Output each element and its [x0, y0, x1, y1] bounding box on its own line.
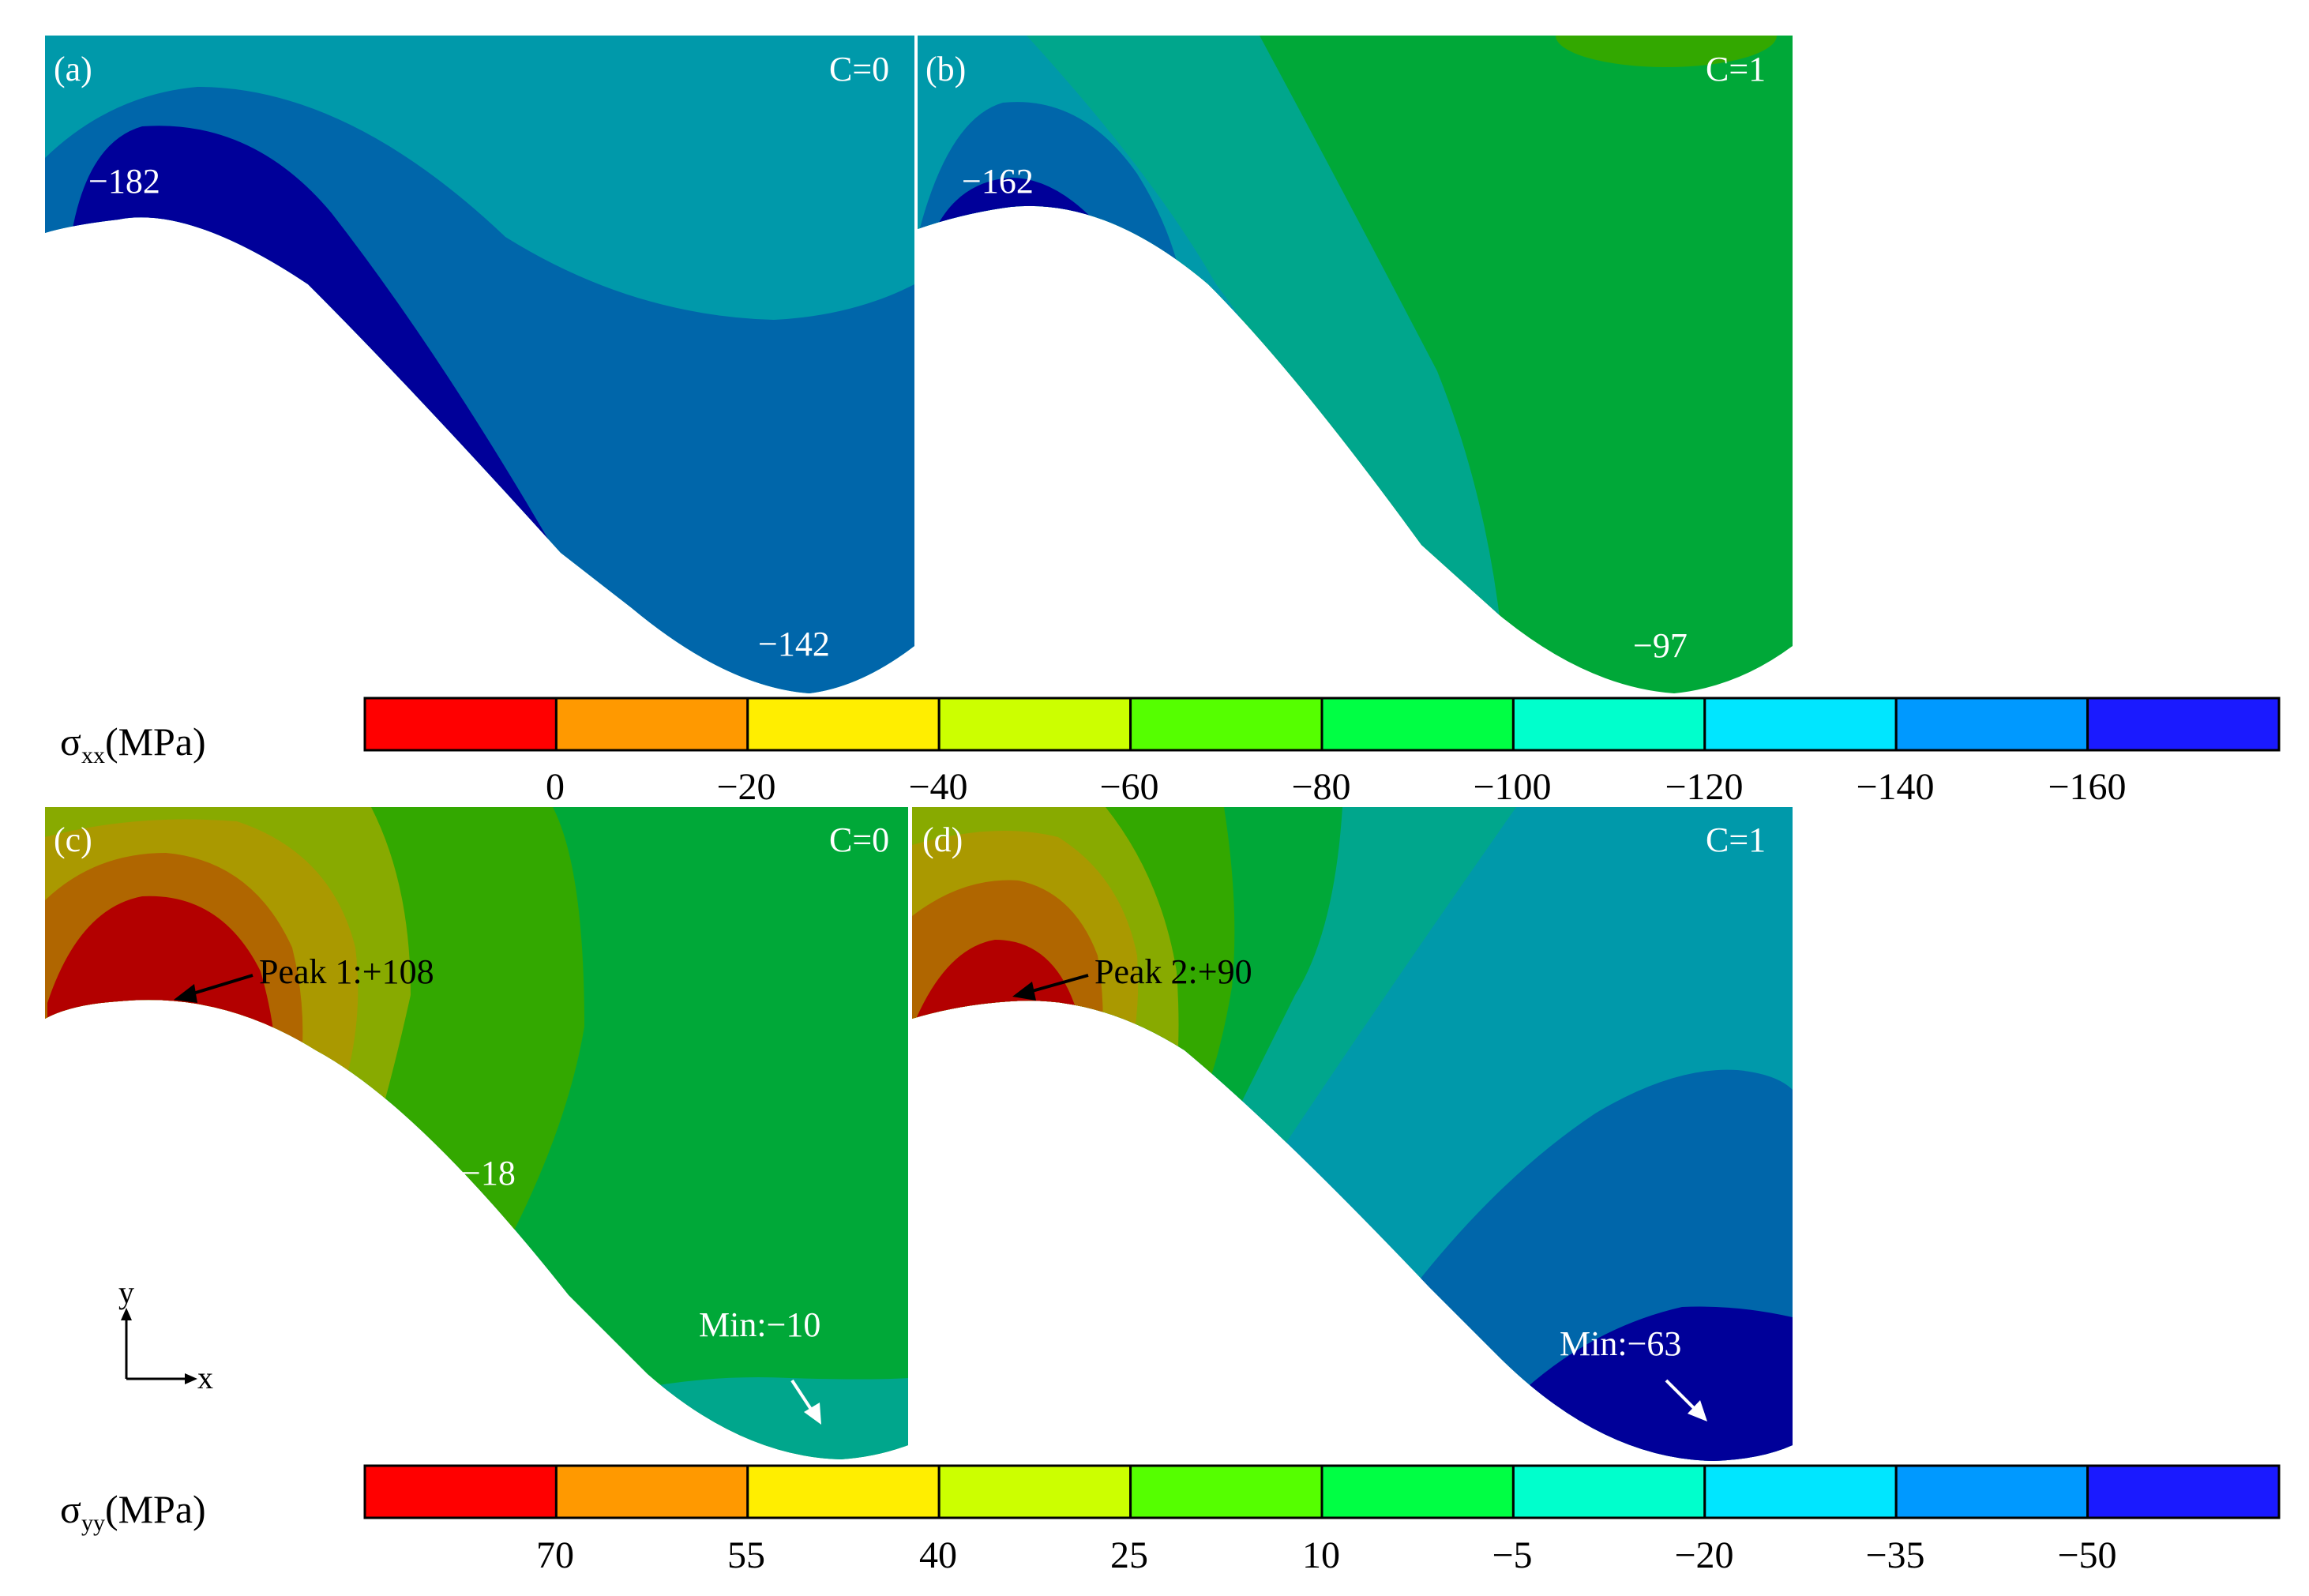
- colorbar-2-tick: −5: [1492, 1534, 1532, 1576]
- colorbar-1-tick: −60: [1099, 766, 1158, 808]
- colorbar-segment: [1894, 697, 2089, 752]
- panel-c-min-arrow: [790, 1379, 821, 1425]
- colorbar-segment: [2086, 697, 2281, 752]
- colorbar-1: [363, 697, 2281, 752]
- panel-d-peak-arrow: [1012, 974, 1089, 1001]
- panel-c-annotation-min: Min:−10: [699, 1305, 820, 1344]
- colorbar-segment: [1511, 697, 1706, 752]
- colorbar-segment: [746, 697, 940, 752]
- colorbar-2-tick: 40: [919, 1534, 957, 1576]
- panel-d-annotation-peak: Peak 2:+90: [1094, 952, 1252, 991]
- colorbar-segment: [554, 697, 749, 752]
- colorbar-segment: [937, 697, 1132, 752]
- panel-b-label: (b): [925, 50, 966, 88]
- colorbar-segment: [1320, 1464, 1515, 1519]
- colorbar-2-tick: −20: [1674, 1534, 1733, 1576]
- colorbar-2-tick: 70: [536, 1534, 574, 1576]
- panel-a-label: (a): [54, 50, 92, 88]
- colorbar-2-tick: 25: [1110, 1534, 1148, 1576]
- colorbar-1-tick: −100: [1473, 766, 1551, 808]
- panel-c-condition: C=0: [829, 821, 889, 859]
- panel-c-peak-arrow: [174, 974, 253, 1003]
- colorbar-segment: [1894, 1464, 2089, 1519]
- colorbar-segment: [363, 1464, 558, 1519]
- panel-c-label: (c): [54, 821, 92, 859]
- colorbar-segment: [363, 697, 558, 752]
- colorbar-2: [363, 1464, 2281, 1519]
- colorbar-2-ticks: 70 55 40 25 10 −5 −20 −35 −50: [536, 1534, 2117, 1576]
- colorbar-2-tick: 55: [727, 1534, 765, 1576]
- panel-b-annotation-min: −162: [962, 162, 1034, 201]
- colorbar-segment: [937, 1464, 1132, 1519]
- panel-c: [45, 807, 908, 1459]
- colorbar-1-tick: 0: [546, 766, 565, 808]
- colorbar-segment: [1703, 1464, 1898, 1519]
- panel-a-condition: C=0: [829, 50, 889, 88]
- colorbar-segment: [1703, 697, 1898, 752]
- colorbar-segment: [1129, 1464, 1323, 1519]
- panel-c-annotation-peak: Peak 1:+108: [259, 952, 434, 991]
- panel-a-annotation-min: −182: [88, 162, 160, 201]
- colorbar-1-tick: −40: [908, 766, 967, 808]
- colorbar-1-tick: −120: [1665, 766, 1743, 808]
- colorbar-segment: [1129, 697, 1323, 752]
- colorbar-2-tick: −50: [2057, 1534, 2116, 1576]
- colorbar-1-title: σxx(MPa): [60, 719, 206, 768]
- panel-b-condition: C=1: [1706, 50, 1766, 88]
- colorbar-1-tick: −80: [1291, 766, 1350, 808]
- colorbar-segment: [746, 1464, 940, 1519]
- colorbar-segment: [1320, 697, 1515, 752]
- colorbar-2-title: σyy(MPa): [60, 1487, 206, 1536]
- coordinate-axes: y x: [118, 1275, 213, 1395]
- axis-x-label: x: [197, 1360, 213, 1395]
- panel-d: [912, 807, 1793, 1461]
- panel-a: [45, 36, 914, 693]
- panel-d-condition: C=1: [1706, 821, 1766, 859]
- panel-c-field-teal-green: [632, 1377, 908, 1459]
- panel-d-label: (d): [922, 821, 963, 859]
- panel-b-annotation-low: −97: [1633, 626, 1688, 665]
- panel-c-annotation-mid: −18: [461, 1154, 516, 1192]
- colorbar-segment: [1511, 1464, 1706, 1519]
- panel-d-annotation-min: Min:−63: [1560, 1324, 1681, 1363]
- colorbar-2-tick: −35: [1865, 1534, 1924, 1576]
- panel-b: [918, 36, 1793, 693]
- panel-d-min-arrow: [1665, 1379, 1707, 1421]
- colorbar-segment: [2086, 1464, 2281, 1519]
- panel-a-annotation-low: −142: [758, 625, 830, 663]
- panel-b-field-green-lime: [1556, 36, 1777, 67]
- colorbar-1-tick: −140: [1856, 766, 1934, 808]
- colorbar-1-tick: −20: [716, 766, 775, 808]
- colorbar-1-ticks: 0 −20 −40 −60 −80 −100 −120 −140 −160: [546, 766, 2127, 808]
- colorbar-2-tick: 10: [1302, 1534, 1340, 1576]
- colorbar-1-tick: −160: [2048, 766, 2126, 808]
- colorbar-segment: [554, 1464, 749, 1519]
- axis-y-label: y: [118, 1275, 134, 1310]
